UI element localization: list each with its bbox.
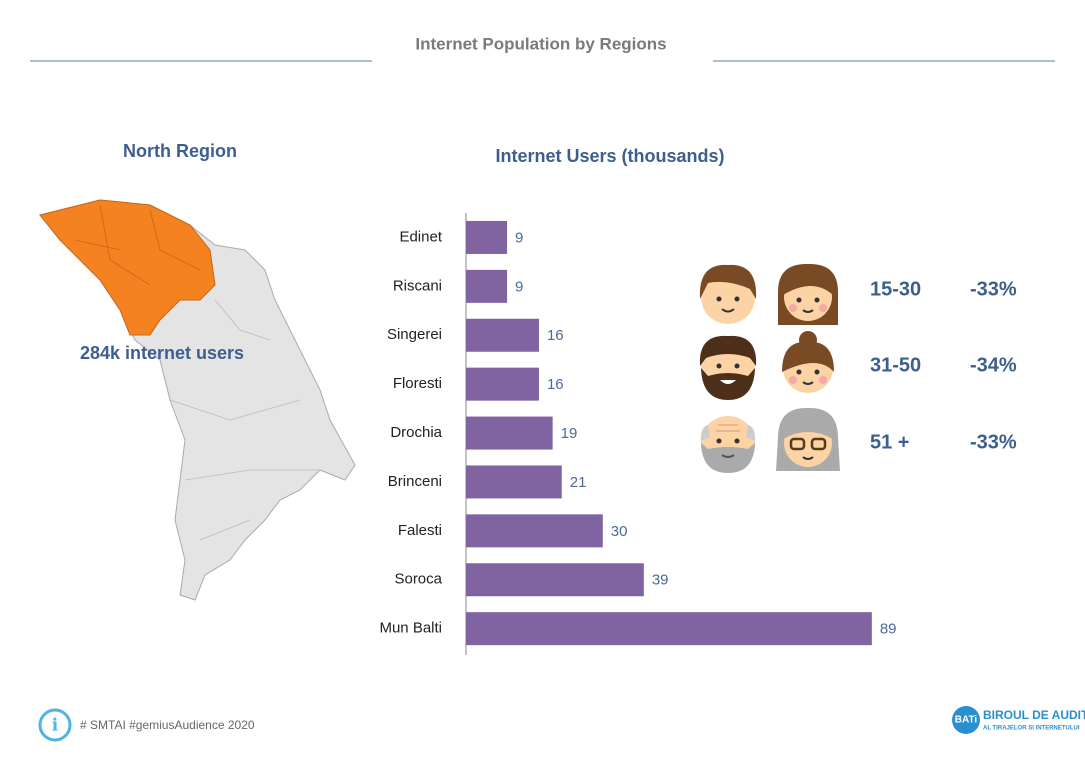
value-label: 21 (570, 474, 587, 491)
age-label: 31-50 (870, 354, 921, 376)
value-label: 16 (547, 376, 564, 393)
value-label: 89 (880, 621, 897, 638)
category-label: Brinceni (388, 473, 442, 490)
value-label: 9 (515, 229, 523, 246)
value-label: 16 (547, 327, 564, 344)
value-label: 19 (561, 425, 578, 442)
category-label: Singerei (387, 326, 442, 343)
age-change: -34% (970, 354, 1017, 376)
age-label: 15-30 (870, 278, 921, 300)
bar (466, 318, 539, 352)
category-label: Falesti (398, 522, 442, 539)
category-label: Soroca (394, 571, 442, 588)
category-label: Edinet (399, 228, 442, 245)
logo-badge-text: BATi (955, 715, 978, 726)
age-change: -33% (970, 278, 1017, 300)
bar (466, 514, 603, 548)
info-icon-glyph: i (52, 716, 59, 736)
chart-title: Internet Users (thousands) (495, 146, 724, 166)
category-label: Floresti (393, 375, 442, 392)
region-name: North Region (123, 141, 237, 161)
region-users: 284k internet users (80, 343, 244, 363)
age-change: -33% (970, 431, 1017, 453)
bar (466, 465, 562, 499)
category-label: Riscani (393, 277, 442, 294)
age-label: 51 + (870, 431, 909, 453)
bar (466, 612, 872, 646)
bar (466, 563, 644, 597)
bar (466, 416, 553, 450)
info-icon (38, 708, 72, 742)
logo-badge (952, 706, 980, 734)
bar (466, 269, 508, 303)
age-icons (699, 263, 840, 473)
page-title: Internet Population by Regions (415, 34, 666, 53)
category-label: Mun Balti (379, 620, 442, 637)
value-label: 39 (652, 572, 669, 589)
value-label: 30 (611, 523, 628, 540)
map (39, 199, 356, 601)
bar (466, 220, 508, 254)
bar (466, 367, 539, 401)
source: # SMTAI #gemiusAudience 2020 (80, 718, 255, 732)
value-label: 9 (515, 278, 523, 295)
category-label: Drochia (390, 424, 442, 441)
logo-line1: BIROUL DE AUDIT (983, 708, 1085, 722)
logo-line2: AL TIRAJELOR SI INTERNETULUI (983, 726, 1080, 732)
